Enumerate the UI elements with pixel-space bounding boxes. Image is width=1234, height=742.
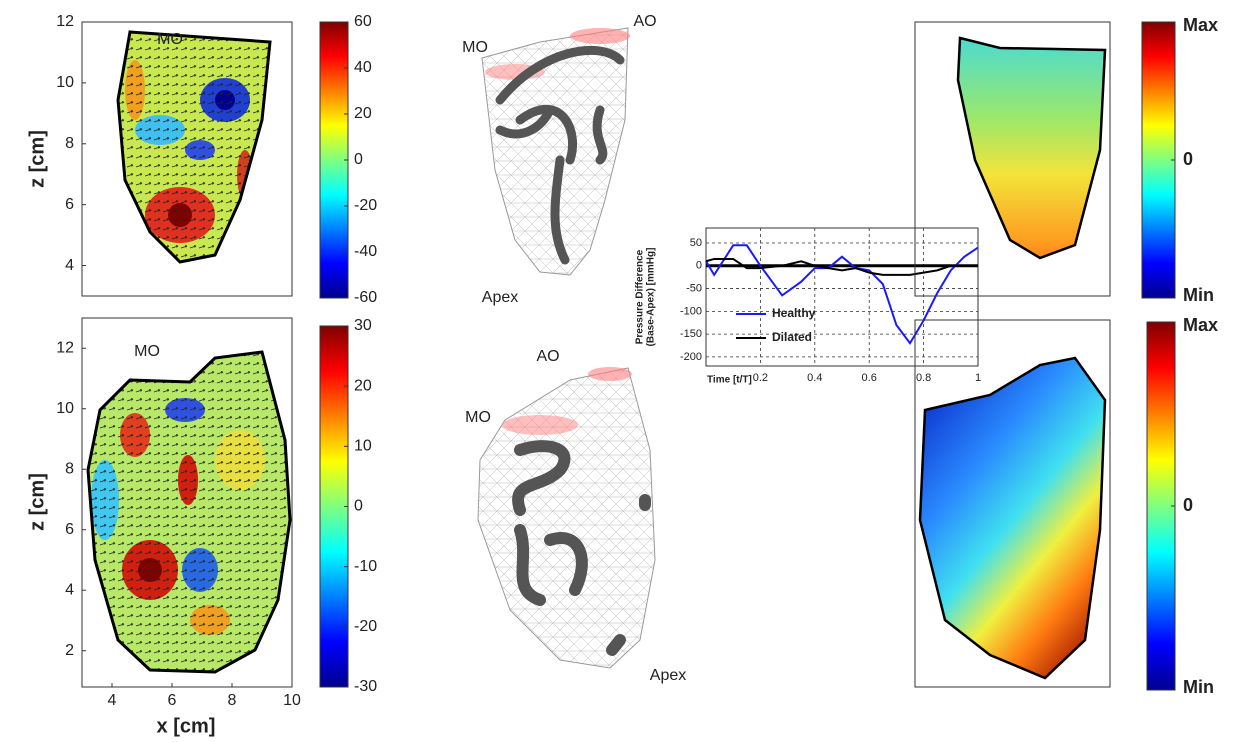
y-tick-label: 50 [690,237,702,249]
y-tick-label: 4 [65,257,74,274]
annotation: Apex [482,289,518,306]
x-tick-label: 4 [108,692,117,709]
colorbar-tick-label: 60 [354,13,372,30]
colorbar-tick-label: -20 [354,618,377,635]
y-axis-label: Pressure Difference [635,249,646,344]
colorbar-tick-label: 20 [354,105,372,122]
x-tick-label: 0.6 [862,372,877,384]
y-tick-label: 8 [65,460,74,477]
colorbar-tick-label: 0 [354,151,363,168]
pressure-field [900,350,1120,690]
annotation: MO [134,343,160,360]
colorbar-max-label: Max [1183,315,1218,335]
colorbar-tick-label: -30 [354,678,377,695]
annotation: Apex [650,667,686,684]
legend-label: Healthy [772,306,816,320]
x-axis-label: Time [t/T] [707,375,752,386]
colorbar [1142,22,1175,298]
colorbar-tick-label: 0 [354,498,363,515]
colorbar-tick-label: 30 [354,317,372,334]
y-axis-label: (Base-Apex) [mmHg] [646,248,657,347]
colorbar-tick-label: 0 [1183,495,1193,515]
y-tick-label: 12 [56,13,74,30]
vorticity-field [80,340,300,690]
y-tick-label: -50 [686,282,702,294]
mesh-3d [478,367,655,668]
colorbar-max-label: Max [1183,15,1218,35]
y-tick-label: -150 [680,328,702,340]
colorbar-tick-label: -10 [354,558,377,575]
x-tick-label: 1 [975,372,981,384]
y-tick-label: 6 [65,521,74,538]
colorbar-tick-label: 20 [354,377,372,394]
colorbar [1147,322,1175,690]
annotation: MO [462,39,488,56]
y-tick-label: -200 [680,351,702,363]
colorbar-min-label: Min [1183,677,1214,697]
y-tick-label: 6 [65,196,74,213]
y-tick-label: 10 [56,74,74,91]
colorbar [320,326,348,687]
y-tick-label: 0 [696,260,702,272]
legend-label: Dilated [772,330,812,344]
x-tick-label: 6 [168,692,177,709]
annotation: AO [633,13,656,30]
x-tick-label: 8 [228,692,237,709]
annotation: AO [536,348,559,365]
x-tick-label: 0.8 [916,372,931,384]
annotation: MO [157,31,183,48]
colorbar [320,22,348,298]
y-tick-label: 10 [56,400,74,417]
mesh-3d [482,28,630,275]
plot-background [706,228,978,366]
colorbar-tick-label: 10 [354,438,372,455]
y-axis-label: z [cm] [26,130,48,188]
colorbar-tick-label: 0 [1183,149,1193,169]
x-tick-label: 0.4 [807,372,822,384]
x-axis-label: x [cm] [157,715,216,737]
y-tick-label: 2 [65,642,74,659]
figure: MO4681012z [cm]-60-40-200204060MO2468101… [0,0,1234,742]
y-tick-label: 8 [65,135,74,152]
colorbar-min-label: Min [1183,285,1214,305]
y-axis-label: z [cm] [26,473,48,531]
y-tick-label: 4 [65,581,74,598]
colorbar-tick-label: -40 [354,243,377,260]
colorbar-tick-label: -60 [354,289,377,306]
y-tick-label: 12 [56,339,74,356]
x-tick-label: 0.2 [753,372,768,384]
colorbar-tick-label: -20 [354,197,377,214]
colorbar-tick-label: 40 [354,59,372,76]
annotation: MO [465,409,491,426]
y-tick-label: -100 [680,305,702,317]
x-tick-label: 10 [283,692,301,709]
